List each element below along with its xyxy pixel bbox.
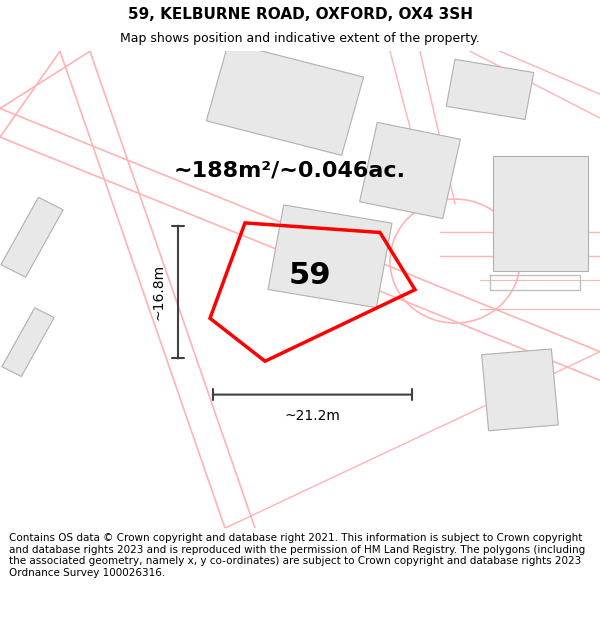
Polygon shape — [493, 156, 587, 271]
Text: ~188m²/~0.046ac.: ~188m²/~0.046ac. — [174, 161, 406, 181]
Polygon shape — [206, 42, 364, 156]
Polygon shape — [268, 205, 392, 308]
Polygon shape — [359, 122, 460, 219]
Text: Contains OS data © Crown copyright and database right 2021. This information is : Contains OS data © Crown copyright and d… — [9, 533, 585, 578]
Text: 59: 59 — [289, 261, 331, 290]
Text: ~16.8m: ~16.8m — [151, 264, 165, 320]
Polygon shape — [482, 349, 559, 431]
Polygon shape — [2, 308, 54, 376]
Text: Map shows position and indicative extent of the property.: Map shows position and indicative extent… — [120, 32, 480, 45]
Text: 59, KELBURNE ROAD, OXFORD, OX4 3SH: 59, KELBURNE ROAD, OXFORD, OX4 3SH — [128, 7, 473, 22]
Polygon shape — [446, 59, 534, 119]
Text: ~21.2m: ~21.2m — [284, 409, 340, 422]
Polygon shape — [1, 198, 63, 277]
